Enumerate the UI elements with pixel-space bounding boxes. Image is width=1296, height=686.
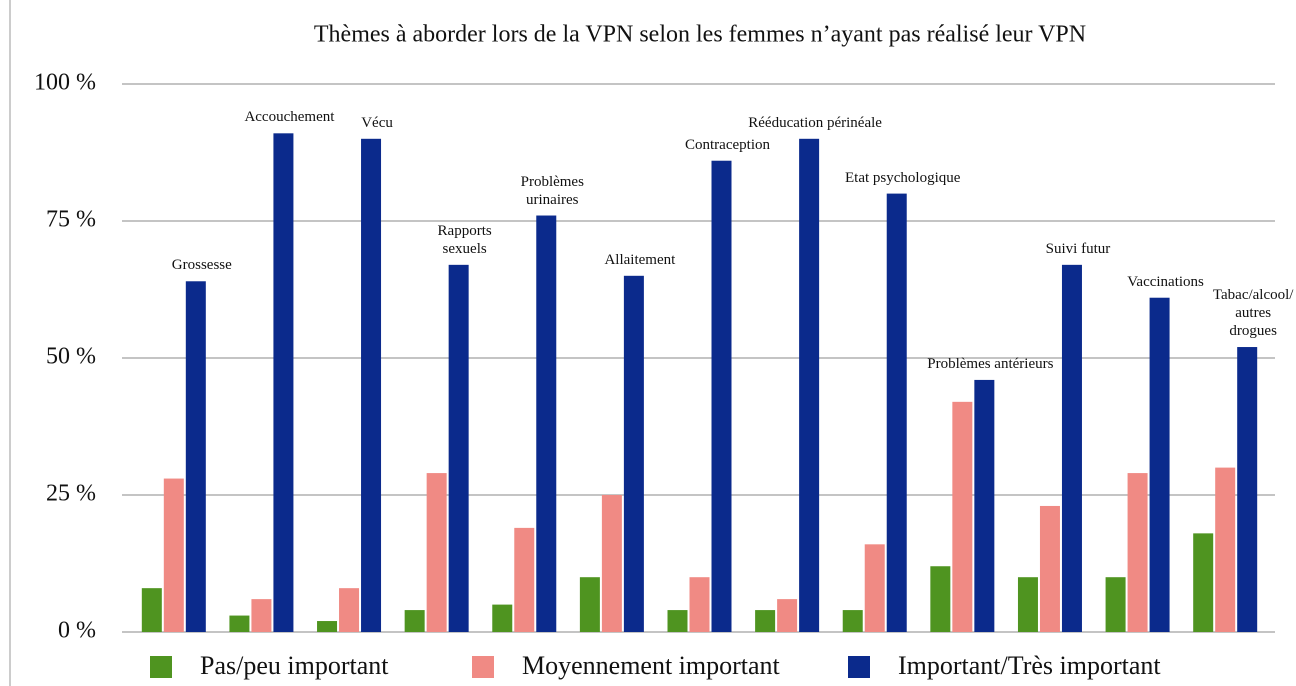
bar: [1017, 577, 1038, 632]
bar: [536, 215, 557, 632]
legend-label: Moyennement important: [522, 651, 781, 680]
bar: [1039, 505, 1060, 632]
category-label: Etat psychologique: [845, 169, 961, 186]
bar: [317, 621, 338, 632]
category-label: Rapports sexuels: [437, 222, 492, 257]
bar: [601, 495, 622, 632]
category-label: Grossesse: [171, 257, 232, 274]
legend-label: Important/Très important: [898, 651, 1161, 680]
y-tick-label: 0 %: [58, 618, 96, 644]
bar: [273, 133, 294, 632]
bar: [185, 281, 206, 632]
bar: [492, 604, 513, 632]
legend-swatch: [472, 656, 494, 678]
category-label: Contraception: [685, 136, 770, 153]
chart-title: Thèmes à aborder lors de la VPN selon le…: [314, 22, 1086, 48]
bar: [361, 138, 382, 633]
bar: [711, 160, 732, 632]
bar: [842, 610, 863, 632]
bar: [229, 615, 250, 632]
bar: [448, 264, 469, 632]
category-label: Problèmes antérieurs: [927, 355, 1054, 372]
bar: [426, 473, 447, 632]
bar: [689, 577, 710, 632]
bar: [930, 566, 951, 632]
legend-swatch: [848, 656, 870, 678]
bar: [755, 610, 776, 632]
bar: [1149, 297, 1170, 632]
y-tick-label: 50 %: [46, 344, 96, 370]
y-tick-label: 100 %: [34, 70, 96, 96]
category-label: Problèmes urinaires: [520, 173, 584, 208]
bar: [864, 544, 885, 632]
category-label: Accouchement: [244, 109, 335, 126]
bar: [623, 275, 644, 632]
bar: [952, 401, 973, 632]
bar: [1105, 577, 1126, 632]
bar: [667, 610, 688, 632]
category-label: Vécu: [361, 114, 393, 131]
bar: [777, 599, 798, 632]
bar: [799, 138, 820, 633]
category-label: Rééducation périnéale: [748, 114, 882, 131]
y-tick-label: 25 %: [46, 481, 96, 507]
bar: [579, 577, 600, 632]
category-label: Suivi futur: [1045, 240, 1111, 257]
category-label: Vaccinations: [1127, 273, 1204, 290]
y-tick-label: 75 %: [46, 207, 96, 233]
bar: [1237, 347, 1258, 632]
legend-swatch: [150, 656, 172, 678]
bar: [974, 379, 995, 632]
bar: [1193, 533, 1214, 632]
bar: [1127, 473, 1148, 632]
bar: [1215, 467, 1236, 632]
category-label: Tabac/alcool/ autres drogues: [1212, 287, 1294, 340]
bar: [1061, 264, 1082, 632]
bar: [339, 588, 360, 632]
bar: [404, 610, 425, 632]
bar: [141, 588, 162, 632]
bar: [251, 599, 272, 632]
bar: [514, 527, 535, 632]
bar: [163, 478, 184, 632]
bar: [886, 193, 907, 632]
legend-label: Pas/peu important: [200, 651, 389, 680]
category-label: Allaitement: [604, 251, 676, 268]
